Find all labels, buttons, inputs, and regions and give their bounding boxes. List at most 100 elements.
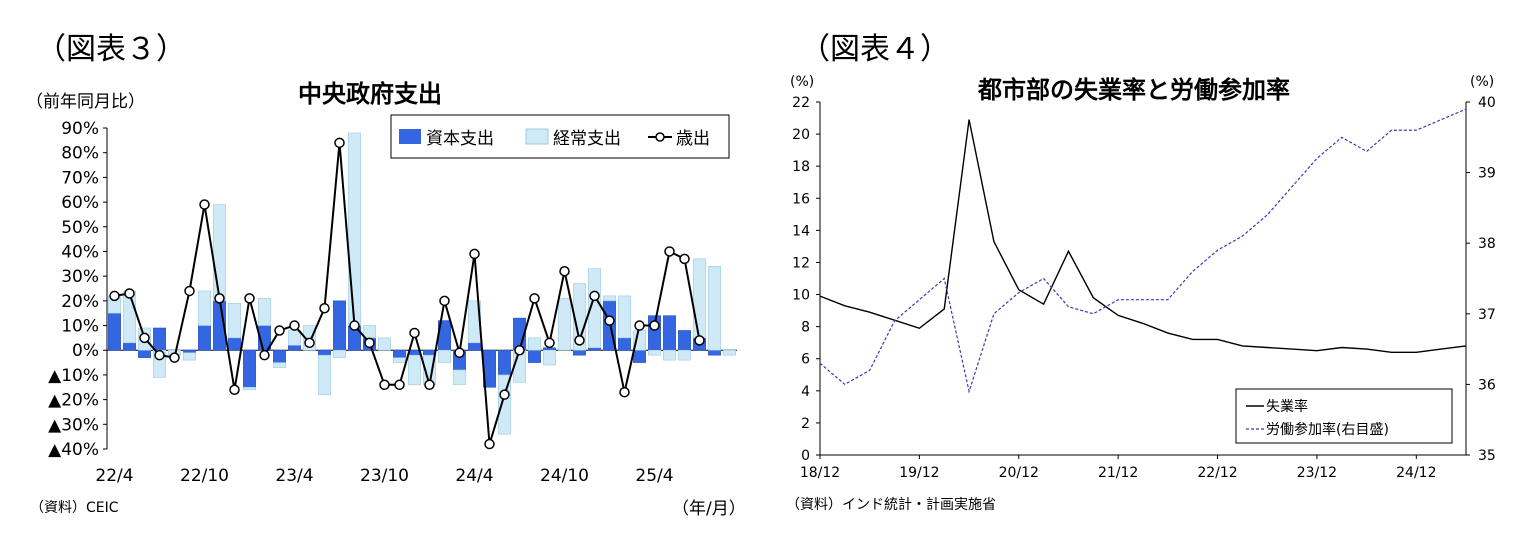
right-left-y-tick-label: 22 [792,95,810,111]
capital-bar [183,349,196,354]
capital-bar [498,349,511,376]
right-right-y-tick-label: 40 [1478,95,1496,111]
right-left-y-tick-label: 16 [792,191,810,207]
left-y-tick-label: ▲20% [48,391,99,411]
current-bar [528,337,541,351]
current-bar [198,290,211,326]
left-y-tick-label: 30% [61,267,99,287]
capital-bar [198,325,211,351]
capital-bar [528,349,541,363]
total-spending-point [154,349,165,361]
total-spending-point [424,379,435,391]
legend-participation-label: 労働参加率(右目盛) [1266,421,1389,438]
right-right-unit: (%) [1470,74,1495,90]
current-bar [348,132,361,326]
total-spending-point [304,337,315,349]
right-chart-title: 都市部の失業率と労働参加率 [978,76,1290,104]
capital-bar [618,337,631,351]
capital-bar [228,337,241,351]
right-left-y-tick-label: 2 [801,416,810,432]
total-spending-point [274,325,285,336]
total-spending-point [184,285,195,297]
left-y-tick-label: ▲40% [48,440,99,460]
left-y-tick-label: 10% [61,317,99,337]
left-chart-title: 中央政府支出 [298,80,442,108]
left-xaxis-unit: （年/月） [672,499,746,519]
capital-bar [153,327,166,351]
right-x-tick-label: 24/12 [1396,465,1436,481]
right-x-tick-label: 21/12 [1098,465,1138,481]
total-spending-point [454,347,465,358]
left-x-tick-label: 22/4 [95,466,133,486]
current-bar [678,349,691,361]
total-spending-point [589,290,600,302]
left-y-tick-label: 50% [61,218,99,238]
legend-current-label: 経常支出 [553,129,621,149]
total-spending-point [514,344,525,356]
left-unit-label: （前年同月比） [26,92,145,112]
legend-capital-label: 資本支出 [426,129,494,149]
capital-bar [708,349,721,356]
right-right-y-tick-label: 37 [1478,307,1496,323]
right-left-y-tick-label: 12 [792,255,810,271]
unemployment-rate-line [819,119,1467,354]
figure-label-3: （図表３） [36,32,186,67]
total-spending-point [289,320,300,331]
left-x-tick-label: 24/4 [455,466,493,486]
capital-bar [663,315,676,351]
right-x-tick-label: 23/12 [1297,465,1337,481]
legend-total-label: 歳出 [676,129,710,149]
capital-bar [543,347,556,351]
current-bar [453,369,466,386]
right-right-y-tick-label: 36 [1478,377,1496,393]
legend-unemployment-label: 失業率 [1266,398,1308,415]
total-spending-point [244,293,255,304]
total-spending-line [114,142,701,445]
total-spending-point [379,379,390,391]
right-left-y-tick-label: 18 [792,159,810,175]
total-spending-point [649,320,660,331]
current-bar [438,349,451,363]
total-spending-point [469,248,480,260]
current-bar [318,354,331,395]
current-bar [273,362,286,368]
right-left-unit: (%) [790,74,815,90]
total-spending-point [259,349,270,361]
total-spending-point [109,290,120,302]
right-left-y-tick-label: 6 [801,352,810,368]
right-left-y-tick-label: 8 [801,320,810,336]
right-right-y-tick-label: 35 [1478,448,1496,464]
left-y-tick-label: 90% [61,119,99,139]
left-y-tick-label: 40% [61,242,99,262]
total-spending-point [544,337,555,349]
right-left-y-tick-label: 14 [792,223,810,239]
capital-bar [678,330,691,351]
total-spending-point [319,303,330,314]
current-bar [663,349,676,361]
total-spending-point [439,295,450,307]
total-spending-point [199,199,210,210]
total-spending-point [484,438,495,450]
total-spending-point [139,332,150,344]
left-y-tick-label: 70% [61,168,99,188]
right-right-y-tick-label: 38 [1478,236,1496,252]
current-bar [708,265,721,351]
left-y-tick-label: 60% [61,193,99,213]
current-bar [618,295,631,339]
right-left-y-tick-label: 20 [792,127,810,143]
capital-bar [273,349,286,363]
current-bar [243,386,256,391]
current-bar [588,268,601,349]
capital-bar [423,349,436,356]
capital-bar [318,349,331,356]
legend-total-marker [655,132,665,142]
capital-bar [573,349,586,356]
capital-bar [333,300,346,351]
current-bar [648,349,661,356]
legend-current-swatch [525,128,549,145]
current-bar [558,298,571,351]
current-bar [288,330,301,346]
left-x-tick-label: 22/10 [180,466,229,486]
right-left-y-tick-label: 4 [801,384,810,400]
left-y-tick-label: ▲10% [48,366,99,386]
